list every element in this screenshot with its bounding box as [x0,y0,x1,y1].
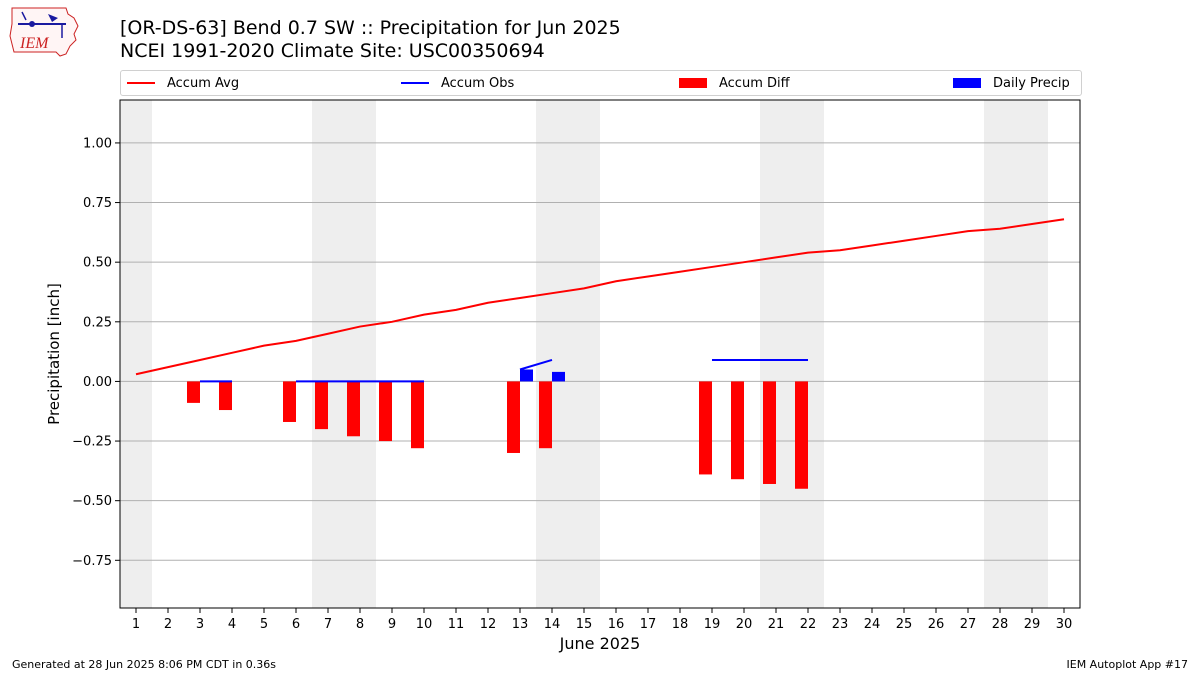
chart-title: [OR-DS-63] Bend 0.7 SW :: Precipitation … [120,17,621,39]
x-tick-label: 10 [416,617,433,632]
svg-text:IEM: IEM [19,35,50,52]
legend-label: Accum Obs [441,75,515,91]
legend-item-accum-avg: Accum Avg [127,71,239,95]
x-tick-label: 18 [672,617,689,632]
y-tick-label: 0.00 [83,375,112,390]
legend-swatch [953,78,981,88]
accum-diff-bar [219,381,232,411]
plot-frame [119,99,1081,609]
chart-subtitle: NCEI 1991-2020 Climate Site: USC00350694 [120,40,545,62]
x-tick-label: 8 [356,617,364,632]
x-tick-label: 12 [480,617,497,632]
x-tick-label: 23 [832,617,849,632]
legend: Accum Avg Accum Obs Accum Diff Daily Pre… [120,70,1082,96]
accum-avg-line [135,218,1065,376]
weekend-band [760,100,824,608]
iem-logo: IEM [8,6,80,58]
accum-diff-bar [315,381,328,430]
x-tick-label: 5 [260,617,268,632]
legend-label: Daily Precip [993,75,1070,91]
accum-diff-bar [731,381,744,480]
accum-diff-bar [699,381,712,475]
x-tick-label: 7 [324,617,332,632]
x-tick-label: 26 [928,617,945,632]
x-tick-label: 29 [1024,617,1041,632]
x-tick-label: 20 [736,617,753,632]
y-tick-label: 0.75 [83,196,112,211]
legend-swatch [401,82,429,84]
x-tick-label: 6 [292,617,300,632]
x-tick-label: 4 [228,617,236,632]
x-tick-label: 15 [576,617,593,632]
y-tick-label: −0.75 [72,554,112,569]
accum-diff-bar [187,381,200,403]
weekend-band [312,100,376,608]
x-tick-label: 1 [132,617,140,632]
x-tick-label: 17 [640,617,657,632]
x-tick-label: 21 [768,617,785,632]
x-tick-label: 2 [164,617,172,632]
x-tick-label: 3 [196,617,204,632]
footer-app: IEM Autoplot App #17 [1066,658,1189,671]
x-tick-label: 14 [544,617,561,632]
x-tick-label: 22 [800,617,817,632]
legend-item-accum-diff: Accum Diff [679,71,790,95]
accum-diff-bar [283,381,296,422]
x-tick-label: 11 [448,617,465,632]
legend-label: Accum Diff [719,75,790,91]
y-tick-label: −0.25 [72,435,112,450]
x-tick-label: 16 [608,617,625,632]
accum-diff-bar [539,381,552,449]
accum-diff-bar [347,381,360,437]
legend-item-daily-precip: Daily Precip [953,71,1070,95]
weekend-band [536,100,600,608]
weekend-band [984,100,1048,608]
daily-precip-bar [520,369,533,382]
weekend-band [120,100,152,608]
y-tick-label: −0.50 [72,494,112,509]
accum-diff-bar [763,381,776,484]
legend-item-accum-obs: Accum Obs [401,71,514,95]
accum-diff-bar [379,381,392,442]
x-axis-label: June 2025 [559,634,641,653]
accum-diff-bar [411,381,424,449]
y-axis-label: Precipitation [inch] [45,283,63,425]
legend-swatch [127,82,155,84]
accum-obs-line [519,359,553,371]
accum-diff-bar [507,381,520,453]
y-tick-label: 1.00 [83,136,112,151]
daily-precip-bar [552,371,565,382]
y-tick-label: 0.50 [83,256,112,271]
x-tick-label: 13 [512,617,529,632]
x-tick-label: 9 [388,617,396,632]
x-tick-label: 27 [960,617,977,632]
legend-label: Accum Avg [167,75,240,91]
footer-generated: Generated at 28 Jun 2025 8:06 PM CDT in … [12,658,277,671]
x-tick-label: 24 [864,617,881,632]
accum-diff-bar [795,381,808,489]
x-tick-label: 28 [992,617,1009,632]
y-tick-label: 0.25 [83,315,112,330]
x-tick-label: 25 [896,617,913,632]
x-tick-label: 19 [704,617,721,632]
x-tick-label: 30 [1056,617,1073,632]
legend-swatch [679,78,707,88]
